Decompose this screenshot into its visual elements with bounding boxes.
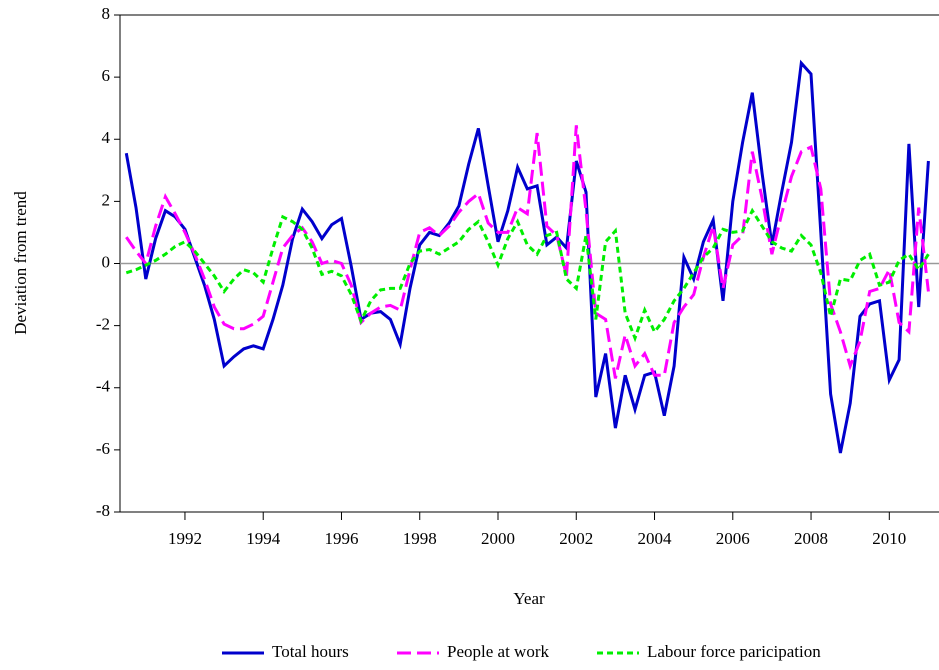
- x-tick-label: 1996: [324, 529, 358, 548]
- x-tick-label: 2008: [794, 529, 828, 548]
- y-tick-label: 0: [102, 252, 111, 271]
- y-tick-label: 2: [102, 190, 111, 209]
- x-tick-label: 2000: [481, 529, 515, 548]
- y-tick-label: 8: [102, 4, 111, 23]
- y-axis-label: Deviation from trend: [11, 191, 30, 335]
- x-axis-label: Year: [513, 589, 545, 608]
- series-line: [124, 59, 930, 454]
- legend-label: Total hours: [272, 642, 349, 661]
- y-tick-label: 6: [102, 66, 111, 85]
- x-tick-label: 2002: [559, 529, 593, 548]
- y-tick-label: -2: [96, 315, 110, 334]
- x-tick-label: 2004: [638, 529, 673, 548]
- x-tick-label: 2010: [872, 529, 906, 548]
- x-tick-label: 1992: [168, 529, 202, 548]
- legend-label: People at work: [447, 642, 549, 661]
- legend-label: Labour force paricipation: [647, 642, 821, 661]
- lines: [124, 59, 930, 454]
- y-tick-label: -6: [96, 439, 110, 458]
- y-tick-label: -4: [96, 377, 111, 396]
- x-tick-label: 2006: [716, 529, 750, 548]
- y-tick-label: 4: [102, 128, 111, 147]
- series-line: [125, 125, 930, 379]
- x-tick-label: 1998: [403, 529, 437, 548]
- y-tick-label: -8: [96, 501, 110, 520]
- series-line: [125, 207, 930, 343]
- x-tick-label: 1994: [246, 529, 281, 548]
